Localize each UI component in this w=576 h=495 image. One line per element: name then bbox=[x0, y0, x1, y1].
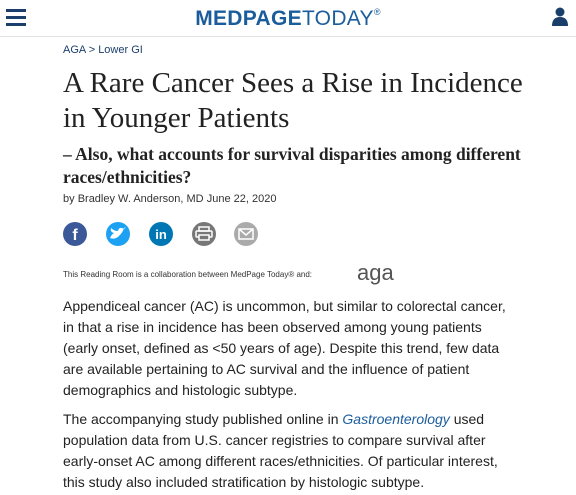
top-bar: MEDPAGETODAY® bbox=[0, 0, 576, 37]
facebook-share[interactable]: f bbox=[63, 222, 87, 246]
twitter-share[interactable] bbox=[106, 222, 130, 246]
linkedin-glyph: in bbox=[155, 227, 167, 242]
paragraph: Appendiceal cancer (AC) is uncommon, but… bbox=[63, 298, 506, 398]
byline: by Bradley W. Anderson, MD June 22, 2020 bbox=[63, 193, 276, 205]
facebook-glyph: f bbox=[72, 227, 78, 244]
breadcrumb-link[interactable]: Lower GI bbox=[98, 44, 143, 56]
journal-link[interactable]: Gastroenterology bbox=[342, 411, 450, 427]
partner-note: This Reading Room is a collaboration bet… bbox=[63, 270, 313, 279]
paragraph: The accompanying study published online … bbox=[63, 409, 511, 493]
breadcrumb-link[interactable]: AGA bbox=[63, 44, 86, 56]
print-button[interactable] bbox=[192, 222, 216, 246]
breadcrumb-separator: > bbox=[88, 44, 96, 56]
email-button[interactable] bbox=[234, 222, 258, 246]
author[interactable]: Bradley W. Anderson, MD bbox=[77, 193, 204, 205]
text: used population data from U.S. cancer re… bbox=[63, 411, 498, 490]
linkedin-share[interactable]: in bbox=[149, 222, 173, 246]
menu-button[interactable] bbox=[6, 8, 28, 28]
breadcrumb: AGA > Lower GI bbox=[63, 44, 143, 56]
user-button[interactable] bbox=[551, 7, 569, 27]
article-title: A Rare Cancer Sees a Rise in Incidence i… bbox=[63, 67, 523, 134]
date: June 22, 2020 bbox=[206, 193, 277, 205]
logo[interactable]: MEDPAGETODAY® bbox=[195, 7, 381, 30]
text: The accompanying study published online … bbox=[63, 411, 343, 427]
partner-logo[interactable]: aga bbox=[357, 260, 394, 285]
article-subtitle: – Also, what accounts for survival dispa… bbox=[63, 144, 521, 187]
byline-prefix: by bbox=[63, 193, 75, 205]
